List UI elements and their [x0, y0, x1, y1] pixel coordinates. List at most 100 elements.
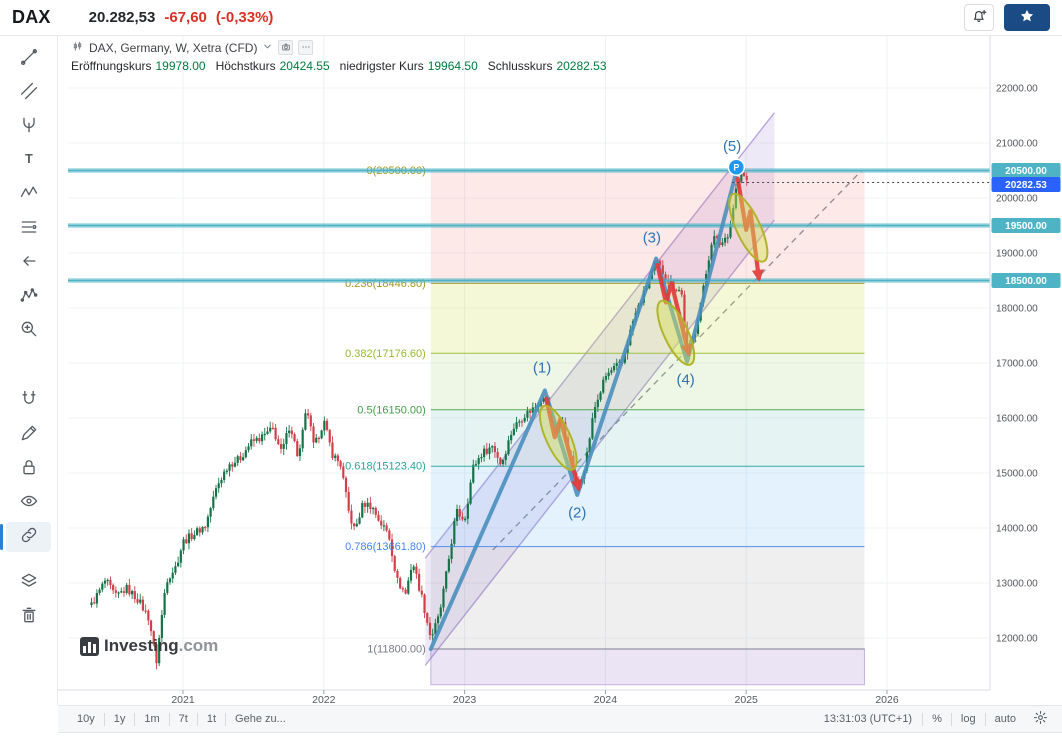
- link-icon: [19, 525, 39, 550]
- chevron-down-icon[interactable]: [262, 41, 273, 55]
- elliott-wave-icon: [19, 183, 39, 208]
- price-change: -67,60: [164, 9, 207, 26]
- chart-area: 0(20500.00)0.236(18446.80)0.382(17176.60…: [58, 36, 1062, 705]
- svg-text:20282.53: 20282.53: [1005, 180, 1047, 191]
- tool-xabcd-pattern[interactable]: [6, 282, 51, 312]
- instrument-icon: [71, 40, 84, 56]
- tool-lock[interactable]: [6, 454, 51, 484]
- svg-text:18500.00: 18500.00: [1005, 276, 1047, 287]
- svg-text:(3): (3): [643, 230, 661, 247]
- chart-workspace: T 0(20500.00)0.236(18446.80)0.382(17176.…: [0, 36, 1062, 705]
- svg-text:2025: 2025: [735, 694, 759, 705]
- tool-link[interactable]: [0, 522, 51, 552]
- svg-text:1(11800.00): 1(11800.00): [367, 644, 426, 656]
- trash-icon: [19, 605, 39, 630]
- lock-icon: [19, 457, 39, 482]
- price-chart[interactable]: 0(20500.00)0.236(18446.80)0.382(17176.60…: [58, 36, 1062, 705]
- tool-zoom-in[interactable]: [6, 316, 51, 346]
- goto-button[interactable]: Gehe zu...: [226, 706, 295, 732]
- range-button-1m[interactable]: 1m: [135, 706, 168, 732]
- red-arrow-drawings: [544, 176, 764, 492]
- gear-icon: [1033, 710, 1048, 728]
- investing-watermark: Investing.com: [80, 636, 218, 656]
- ohlc-high: Höchstkurs 20424.55: [215, 59, 330, 73]
- svg-text:(5): (5): [723, 138, 741, 155]
- auto-scale-button[interactable]: auto: [986, 706, 1025, 732]
- tool-magnet[interactable]: [6, 386, 51, 416]
- settings-button[interactable]: [1025, 710, 1052, 728]
- svg-text:20000.00: 20000.00: [996, 194, 1038, 205]
- favorite-button[interactable]: [1004, 4, 1050, 31]
- last-price: 20.282,53: [88, 9, 156, 26]
- trend-line-icon: [19, 47, 39, 72]
- point-marker: P: [727, 158, 746, 176]
- tool-gantt[interactable]: [6, 214, 51, 244]
- svg-text:(4): (4): [676, 372, 694, 389]
- svg-text:13000.00: 13000.00: [996, 579, 1038, 590]
- horizontal-price-lines: [68, 168, 990, 283]
- watermark-logo-icon: [80, 636, 99, 656]
- tool-arrow-left[interactable]: [6, 248, 51, 278]
- svg-text:T: T: [25, 152, 33, 166]
- app-header: DAX 20.282,53 -67,60 (-0,33%): [0, 0, 1062, 36]
- svg-text:21000.00: 21000.00: [996, 139, 1038, 150]
- svg-text:0.5(16150.00): 0.5(16150.00): [357, 404, 426, 416]
- svg-text:(1): (1): [533, 359, 551, 376]
- svg-text:2026: 2026: [875, 694, 899, 705]
- highlight-ellipses: [538, 192, 769, 471]
- tool-layers[interactable]: [6, 568, 51, 598]
- tool-text[interactable]: T: [6, 146, 51, 176]
- tool-elliott-wave[interactable]: [6, 180, 51, 210]
- svg-text:14000.00: 14000.00: [996, 524, 1038, 535]
- svg-text:0.786(13661.80): 0.786(13661.80): [345, 541, 426, 553]
- range-button-7t[interactable]: 7t: [170, 706, 197, 732]
- bottom-toolbar: 10y 1y 1m 7t 1t Gehe zu... 13:31:03 (UTC+1) …: [58, 705, 1062, 733]
- more-icon: [301, 40, 311, 55]
- drawing-toolbar: T: [0, 36, 58, 705]
- price-axis: 22000.00 21000.00 20000.00 19000.00 18000.00…: [58, 36, 1062, 705]
- percent-scale-button[interactable]: %: [923, 706, 951, 732]
- svg-text:0.382(17176.60): 0.382(17176.60): [345, 348, 426, 360]
- svg-text:2023: 2023: [453, 694, 477, 705]
- elliott-wave-lines: [428, 169, 739, 651]
- xabcd-pattern-icon: [19, 285, 39, 310]
- svg-text:17000.00: 17000.00: [996, 359, 1038, 370]
- legend-camera-button[interactable]: [278, 40, 294, 55]
- magnet-icon: [19, 389, 39, 414]
- ohlc-open: Eröffnungskurs 19978.00: [71, 59, 206, 73]
- hline-price-tag: 20500.00: [991, 163, 1061, 178]
- ohlc-close: Schlusskurs 20282.53: [487, 59, 607, 73]
- tool-pitchfork[interactable]: [6, 112, 51, 142]
- ohlc-row: Eröffnungskurs 19978.00 Höchstkurs 20424.5…: [71, 59, 607, 73]
- price-change-percent: (-0,33%): [215, 9, 274, 26]
- eye-icon: [19, 491, 39, 516]
- clock-label: 13:31:03 (UTC+1): [823, 713, 913, 725]
- legend-more-button[interactable]: [298, 40, 314, 55]
- pitchfork-icon: [19, 115, 39, 140]
- add-alert-button[interactable]: [964, 4, 994, 31]
- gridlines: [68, 36, 990, 690]
- tool-trend-line[interactable]: [6, 44, 51, 74]
- tool-trash[interactable]: [6, 602, 51, 632]
- range-buttons: 10y 1y 1m 7t 1t: [68, 706, 227, 732]
- bell-plus-icon: [971, 8, 988, 28]
- tool-eye[interactable]: [6, 488, 51, 518]
- camera-icon: [281, 40, 291, 55]
- range-button-1y[interactable]: 1y: [105, 706, 135, 732]
- range-button-1t[interactable]: 1t: [198, 706, 225, 732]
- candles: [90, 167, 748, 670]
- svg-text:22000.00: 22000.00: [996, 84, 1038, 95]
- range-button-10y[interactable]: 10y: [68, 706, 104, 732]
- channel-drawing: [424, 112, 865, 686]
- legend: DAX, Germany, W, Xetra (CFD) Eröffnungsk…: [71, 39, 607, 73]
- svg-text:12000.00: 12000.00: [996, 634, 1038, 645]
- trend-channels-icon: [19, 81, 39, 106]
- tool-pencil[interactable]: [6, 420, 51, 450]
- svg-text:19500.00: 19500.00: [1005, 221, 1047, 232]
- tool-trend-channels[interactable]: [6, 78, 51, 108]
- hline-price-tag: 19500.00: [991, 218, 1061, 233]
- svg-text:16000.00: 16000.00: [996, 414, 1038, 425]
- header-actions: [964, 4, 1050, 31]
- log-scale-button[interactable]: log: [952, 706, 985, 732]
- hline-price-tag: 18500.00: [991, 273, 1061, 288]
